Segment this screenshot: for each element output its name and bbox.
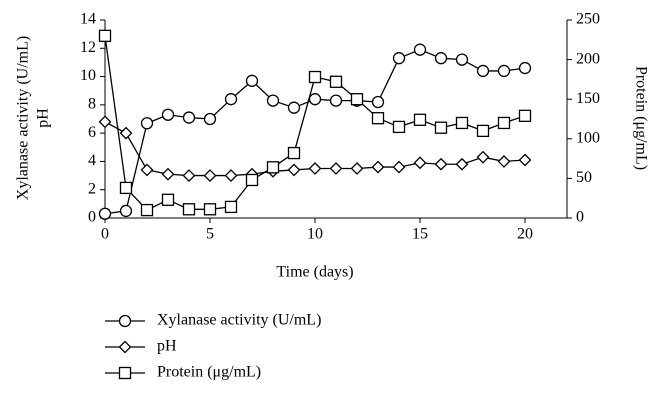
y2-axis-title: Protein (μg/mL) (632, 66, 649, 170)
marker (287, 146, 301, 160)
legend-label: Xylanase activity (U/mL) (157, 312, 321, 329)
marker (371, 95, 385, 109)
x-tick-label: 15 (412, 226, 428, 243)
y-tick-label: 4 (88, 152, 96, 169)
marker (119, 126, 133, 140)
marker (476, 124, 490, 138)
marker (224, 169, 238, 182)
marker (518, 61, 532, 75)
marker (245, 74, 259, 87)
y-tick-label: 12 (80, 39, 96, 56)
marker (203, 203, 217, 216)
y-tick-label: 0 (88, 209, 96, 226)
legend-marker (118, 314, 132, 328)
marker (161, 167, 175, 181)
marker (413, 156, 427, 170)
marker (455, 53, 469, 66)
marker (392, 52, 406, 65)
marker (245, 173, 259, 187)
x-tick-label: 5 (206, 226, 214, 243)
marker (266, 94, 280, 107)
marker (308, 70, 322, 84)
y2-tick-label: 50 (576, 169, 592, 186)
marker (98, 207, 112, 220)
x-axis-title: Time (days) (276, 264, 353, 281)
marker (455, 116, 469, 130)
marker (518, 153, 532, 167)
marker (182, 111, 196, 124)
marker (182, 169, 196, 182)
marker (329, 75, 343, 88)
marker (455, 157, 469, 171)
marker (371, 160, 385, 174)
y-tick-label: 14 (80, 11, 96, 28)
marker (224, 200, 238, 214)
marker (161, 193, 175, 206)
marker (308, 162, 322, 175)
y2-tick-label: 100 (576, 129, 600, 146)
marker (476, 64, 490, 78)
y-tick-label: 6 (88, 124, 96, 141)
marker (434, 121, 448, 134)
marker (140, 163, 154, 177)
marker (413, 113, 427, 126)
marker (413, 43, 427, 56)
marker (161, 108, 175, 121)
y-tick-label: 2 (88, 180, 96, 197)
marker (350, 162, 364, 175)
marker (497, 116, 511, 130)
marker (329, 94, 343, 107)
y-tick-label: 8 (88, 96, 96, 113)
x-tick-label: 0 (101, 226, 109, 243)
marker (497, 64, 511, 78)
y2-tick-label: 0 (576, 209, 584, 226)
x-tick-label: 10 (307, 226, 323, 243)
marker (371, 112, 385, 125)
marker (224, 93, 238, 106)
y-axis-title: Xylanase activity (U/mL) (15, 36, 32, 200)
legend-label: pH (157, 338, 177, 355)
marker (476, 150, 490, 164)
marker (497, 155, 511, 168)
y-axis-title: pH (35, 108, 52, 128)
marker (140, 117, 154, 130)
y2-tick-label: 200 (576, 50, 600, 67)
marker (308, 93, 322, 106)
y-tick-label: 10 (80, 67, 96, 84)
marker (518, 109, 532, 122)
marker (266, 161, 280, 174)
marker (140, 203, 154, 217)
marker (350, 93, 364, 106)
legend-marker (118, 340, 132, 354)
marker (329, 162, 343, 175)
marker (203, 112, 217, 126)
marker (119, 181, 133, 195)
marker (203, 169, 217, 182)
y2-tick-label: 250 (576, 11, 600, 28)
marker (119, 204, 133, 218)
marker (98, 29, 112, 42)
marker (287, 101, 301, 114)
y2-tick-label: 150 (576, 90, 600, 107)
marker (98, 115, 112, 129)
legend-marker (118, 366, 132, 380)
x-tick-label: 20 (517, 226, 533, 243)
marker (182, 203, 196, 216)
marker (392, 120, 406, 134)
marker (287, 163, 301, 177)
legend-label: Protein (μg/mL) (157, 364, 261, 381)
marker (434, 52, 448, 65)
marker (434, 157, 448, 171)
marker (392, 160, 406, 174)
